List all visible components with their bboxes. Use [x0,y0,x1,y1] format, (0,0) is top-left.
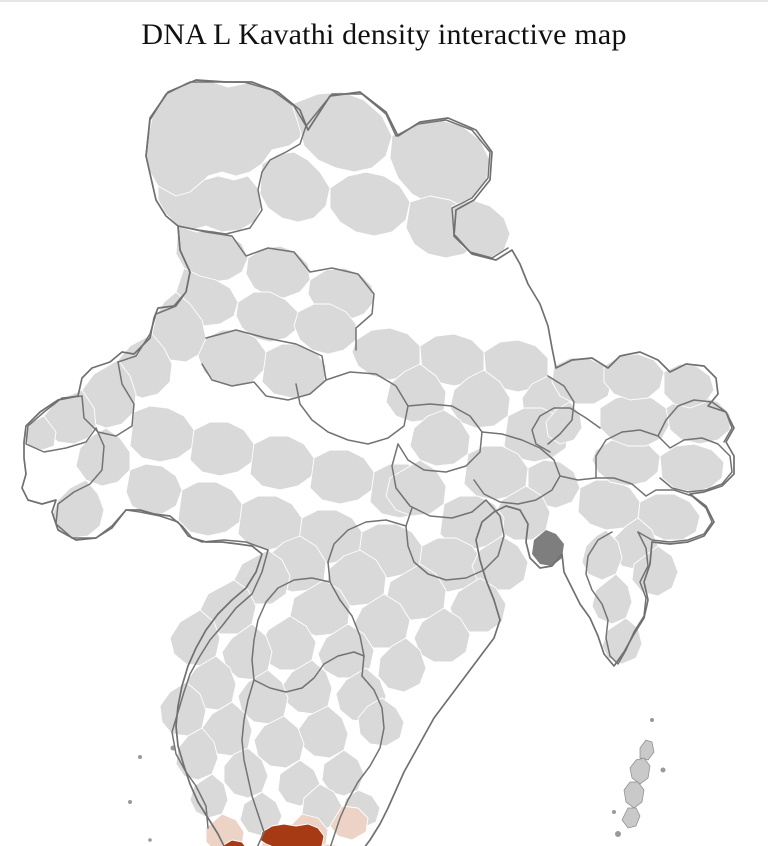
district-low-1 [206,814,244,846]
map-base-districts [24,80,730,846]
india-choropleth-map[interactable] [0,60,768,846]
page-title: DNA L Kavathi density interactive map [141,18,627,51]
district-high-1 [260,824,324,846]
district-low-5 [330,806,368,840]
andaman-nicobar-islands [612,718,666,837]
district-high-2 [210,840,250,846]
map-viewport[interactable] [0,60,768,846]
map-country-outline [22,80,734,846]
lakshadweep-islands [128,745,176,842]
top-divider [0,0,768,2]
map-state-borders [26,82,732,846]
